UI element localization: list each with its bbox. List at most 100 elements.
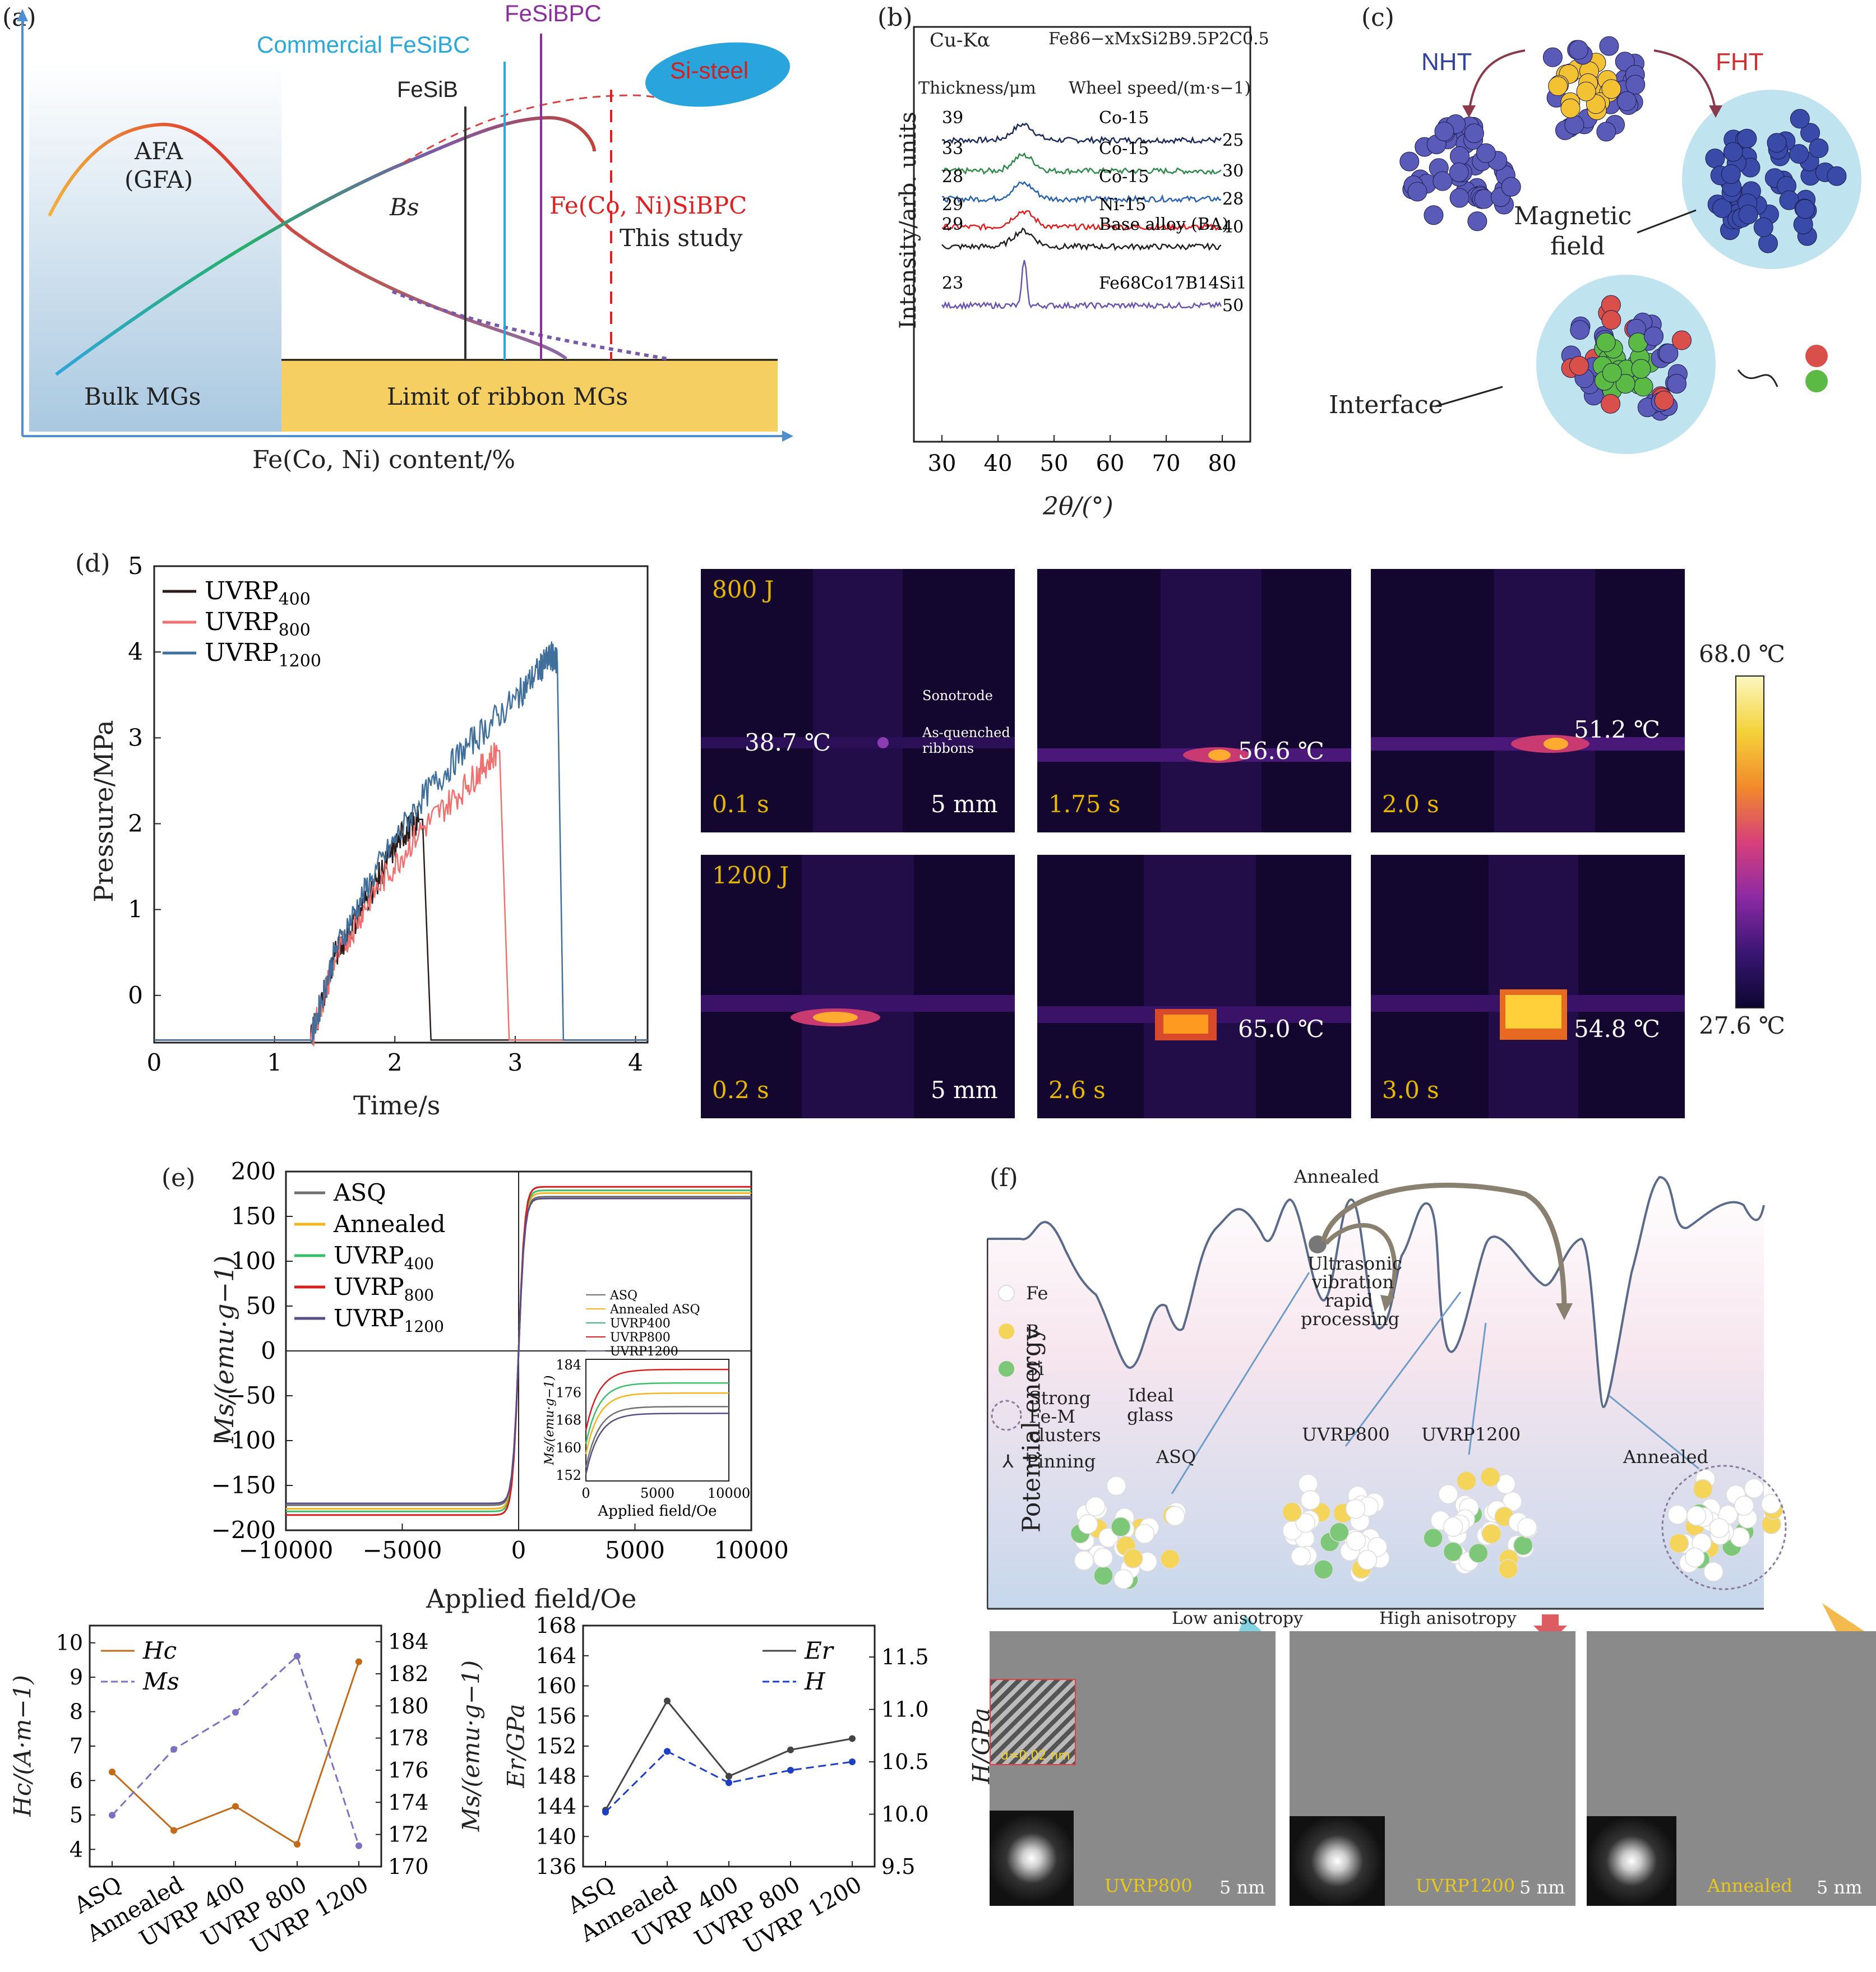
inset-series bbox=[585, 1413, 729, 1475]
hysteresis-ytick: 50 bbox=[246, 1292, 276, 1320]
hysteresis-ylabel: Ms/(emu·g−1) bbox=[209, 1255, 239, 1443]
atom bbox=[1615, 52, 1635, 72]
hysteresis-ytick: −100 bbox=[211, 1427, 276, 1454]
left-ytick: 136 bbox=[535, 1854, 576, 1879]
pressure-xlabel: Time/s bbox=[353, 1090, 441, 1121]
pressure-ytick: 3 bbox=[128, 724, 143, 751]
state-uvrp800: UVRP800 bbox=[1302, 1424, 1390, 1445]
pressure-series bbox=[154, 806, 648, 1041]
left-ytick: 160 bbox=[535, 1674, 576, 1698]
atom bbox=[1346, 1531, 1366, 1551]
panel-b: 39 Co-15 25 33 Co-15 30 28 Co-15 28 29 Ni-15 40 29 Ba… bbox=[858, 0, 1273, 533]
atom bbox=[1761, 1494, 1781, 1514]
fht-label: FHT bbox=[1716, 48, 1764, 76]
state-uvrp1200: UVRP1200 bbox=[1421, 1424, 1521, 1445]
atom bbox=[1074, 1550, 1094, 1571]
uvrp-text-1: Ultrasonic bbox=[1307, 1253, 1402, 1274]
thermal-time-800-2: 1.75 s bbox=[1048, 790, 1121, 818]
atom bbox=[1790, 109, 1810, 129]
atom bbox=[1498, 1559, 1518, 1579]
tem-scale-800: 5 nm bbox=[1219, 1877, 1265, 1898]
hysteresis-ytick: 200 bbox=[231, 1160, 276, 1185]
dual-point bbox=[109, 1769, 115, 1776]
inset-ytick: 184 bbox=[556, 1357, 581, 1373]
high-anisotropy-label: High anisotropy bbox=[1379, 1609, 1517, 1628]
ribbon-limit-region bbox=[281, 359, 778, 432]
atom bbox=[1753, 217, 1773, 238]
atom bbox=[1423, 1528, 1443, 1548]
hysteresis-legend-label: Annealed bbox=[333, 1210, 446, 1238]
legend-b: B bbox=[1026, 1321, 1039, 1342]
ideal-glass-2: glass bbox=[1127, 1404, 1173, 1425]
thermal-temp-1200-3: 54.8 ℃ bbox=[1574, 1015, 1660, 1043]
legend-b-dot bbox=[999, 1323, 1014, 1339]
atom bbox=[1693, 1479, 1713, 1499]
magnetic-field-pointer bbox=[1637, 209, 1697, 234]
thermal-frame-800-3: 51.2 ℃ 2.0 s bbox=[1371, 569, 1685, 832]
dopant-atom-green bbox=[1805, 370, 1828, 392]
left-ytick: 156 bbox=[535, 1703, 576, 1728]
dual-legend-label: H bbox=[804, 1668, 826, 1695]
thermal-temp-1200-2: 65.0 ℃ bbox=[1238, 1015, 1324, 1043]
xrd-trace-name: Ni-15 bbox=[1099, 195, 1146, 215]
atom bbox=[1282, 1502, 1302, 1522]
pressure-legend-label: UVRP1200 bbox=[205, 638, 321, 671]
left-ytick: 168 bbox=[535, 1614, 576, 1638]
hrtem-inset bbox=[990, 1679, 1076, 1765]
legend-cluster-dot bbox=[991, 1400, 1022, 1431]
energy-background bbox=[987, 1177, 1764, 1609]
pressure-xtick: 1 bbox=[267, 1049, 282, 1076]
atom bbox=[1438, 1484, 1458, 1505]
xrd-trace bbox=[941, 210, 1222, 232]
xrd-thickness: 28 bbox=[942, 167, 963, 187]
dual-point bbox=[849, 1735, 856, 1742]
panel-a: FeSiBPC Commercial FeSiBC FeSiB Si-steel… bbox=[0, 0, 807, 488]
atom bbox=[1106, 1476, 1126, 1496]
hysteresis-xtick: −10000 bbox=[239, 1536, 334, 1564]
fht-arrow bbox=[1653, 49, 1717, 113]
annealed-arrow-label: Annealed bbox=[1294, 1166, 1379, 1187]
atom bbox=[1165, 1506, 1185, 1526]
atom bbox=[1667, 374, 1687, 394]
d-spacing-label: d=0.02 nm bbox=[1001, 1749, 1070, 1763]
pressure-ytick: 2 bbox=[128, 809, 143, 837]
thermal-frame-800-2: 56.6 ℃ 1.75 s bbox=[1037, 569, 1351, 832]
dual-legend-label: Ms bbox=[142, 1668, 179, 1695]
energy-curve bbox=[987, 1175, 1765, 1409]
tem-label-1200: UVRP1200 bbox=[1416, 1875, 1515, 1896]
xrd-frame bbox=[913, 26, 1251, 443]
pressure-ytick: 0 bbox=[128, 982, 143, 1009]
atom bbox=[1467, 211, 1487, 232]
atom bbox=[1809, 138, 1829, 159]
nht-arrow bbox=[1468, 49, 1526, 113]
xrd-trace bbox=[941, 180, 1222, 203]
fesibpc-label: FeSiBPC bbox=[505, 0, 602, 26]
tem-image-uvrp1200: UVRP1200 5 nm bbox=[1290, 1631, 1575, 1906]
state-asq: ASQ bbox=[1156, 1446, 1196, 1468]
atom bbox=[1721, 164, 1741, 184]
xrd-xtick: 30 bbox=[928, 451, 957, 476]
atom bbox=[1570, 320, 1590, 340]
right-ytick: 182 bbox=[388, 1661, 429, 1686]
interface-label: Interface bbox=[1329, 391, 1443, 419]
cluster-ring bbox=[1661, 1465, 1787, 1590]
this-study-label: This study bbox=[620, 224, 743, 252]
xrd-thickness: 33 bbox=[942, 139, 963, 159]
saed-inset-annealed bbox=[1587, 1816, 1676, 1906]
atom bbox=[1134, 1524, 1155, 1544]
inset-xlabel: Applied field/Oe bbox=[597, 1503, 717, 1520]
inset-legend-label: Annealed ASQ bbox=[609, 1303, 700, 1317]
left-ytick: 4 bbox=[70, 1837, 83, 1862]
cluster-diagram bbox=[1399, 36, 1861, 454]
inset-ylabel: Ms/(emu·g−1) bbox=[543, 1376, 557, 1466]
si-steel-ellipse bbox=[645, 42, 790, 107]
atom bbox=[1345, 1498, 1366, 1519]
xrd-thickness: 23 bbox=[942, 274, 963, 293]
tem-image-annealed: Annealed 5 nm bbox=[1587, 1631, 1876, 1906]
legend-fe: Fe bbox=[1026, 1283, 1048, 1304]
si-steel-label: Si-steel bbox=[670, 57, 749, 84]
right-ytick: 11.5 bbox=[881, 1645, 929, 1669]
atom bbox=[1295, 1513, 1316, 1533]
hysteresis-xtick: 0 bbox=[511, 1536, 526, 1564]
